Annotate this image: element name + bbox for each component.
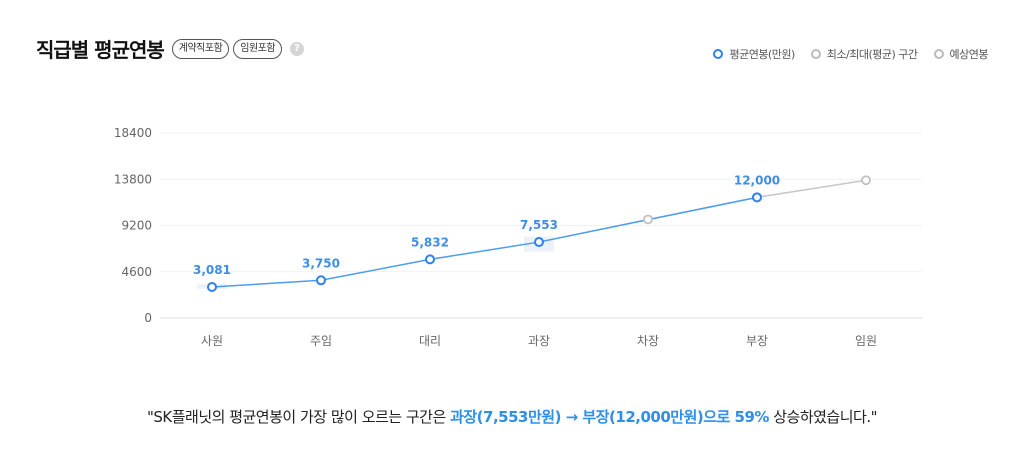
chart-legend: 평균연봉(만원) 최소/최대(평균) 구간 예상연봉 [697,46,989,62]
legend-label-expected: 예상연봉 [949,48,989,61]
data-label: 3,750 [302,256,340,270]
x-tick-label: 임원 [855,334,877,348]
salary-line-chart: 0 4600 9200 13800 18400 사원 주임 대리 과장 차장 부장 임원 3,081 3,… [114,126,922,348]
x-tick-label: 차장 [637,334,659,348]
expected-series-line [538,179,867,243]
legend-item-expected[interactable]: 예상연봉 [933,46,989,62]
x-tick-label: 부장 [746,334,768,348]
y-tick-label: 9200 [121,219,152,233]
summary-suffix: 상승하였습니다." [768,408,877,426]
average-point [207,282,217,293]
expected-point [861,175,871,186]
summary-prefix: "SK플래닛의 평균연봉이 가장 많이 오르는 구간은 [146,408,451,426]
legend-marker-range [810,49,821,59]
y-tick-label: 18400 [114,126,152,140]
average-point [316,275,326,286]
help-icon[interactable]: ? [290,41,305,56]
executive-included-badge[interactable]: 임원포함 [233,38,283,59]
legend-label-average: 평균연봉(만원) [729,48,795,61]
y-tick-label: 13800 [114,172,152,186]
legend-item-range[interactable]: 최소/최대(평균) 구간 [810,46,918,62]
page-title: 직급별 평균연봉 [36,38,165,62]
legend-item-average[interactable]: 평균연봉(만원) [713,46,795,62]
x-tick-label: 과장 [528,334,550,348]
data-label: 7,553 [520,218,558,232]
legend-marker-expected [933,49,944,59]
data-label: 12,000 [734,173,780,187]
data-label: 3,081 [193,263,231,277]
expected-point [643,214,653,225]
chart-header: 직급별 평균연봉 계약직포함 임원포함 ? [36,34,305,63]
data-label: 5,832 [411,235,449,249]
summary-highlight: 과장(7,553만원) → 부장(12,000만원)으로 59% [450,408,769,426]
x-tick-label: 주임 [310,334,332,348]
summary-text: "SK플래닛의 평균연봉이 가장 많이 오르는 구간은 과장(7,553만원) … [0,406,1024,427]
average-series-line [211,196,758,288]
y-tick-label: 4600 [121,265,152,279]
average-point [425,254,435,265]
y-tick-label: 0 [144,311,152,325]
average-point [752,192,762,203]
legend-label-range: 최소/최대(평균) 구간 [826,48,918,61]
x-tick-label: 사원 [201,334,223,348]
x-tick-label: 대리 [419,334,441,348]
contract-included-badge[interactable]: 계약직포함 [171,38,230,59]
legend-marker-average [713,49,724,59]
average-point [534,237,544,248]
